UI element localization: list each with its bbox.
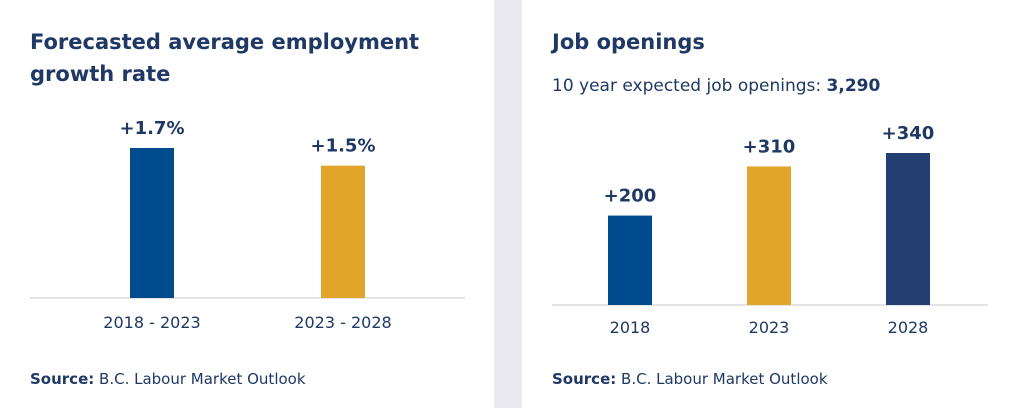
source-text: B.C. Labour Market Outlook	[99, 370, 306, 388]
source-label: Source:	[552, 370, 617, 388]
bar	[321, 165, 365, 298]
x-tick-label: 2023	[749, 318, 790, 337]
source: Source: B.C. Labour Market Outlook	[30, 370, 306, 388]
source-label: Source:	[30, 370, 95, 388]
value-label: +200	[604, 186, 657, 207]
value-label: +340	[882, 123, 935, 144]
bar	[608, 215, 652, 305]
chart-title: Job openings	[552, 30, 705, 54]
subtitle: 10 year expected job openings: 3,290	[552, 76, 880, 96]
source-text: B.C. Labour Market Outlook	[621, 370, 828, 388]
bar	[886, 153, 930, 305]
x-tick-label: 2028	[888, 318, 929, 337]
value-label: +310	[743, 136, 796, 157]
bar	[747, 166, 791, 305]
subtitle-text: 10 year expected job openings:	[552, 76, 822, 96]
x-tick-label: 2023 - 2028	[294, 313, 391, 332]
bar	[130, 148, 174, 298]
chart-title: Forecasted average employment growth rat…	[30, 30, 420, 86]
source: Source: B.C. Labour Market Outlook	[552, 370, 828, 388]
value-label: +1.7%	[119, 118, 184, 139]
x-tick-label: 2018 - 2023	[103, 313, 200, 332]
x-tick-label: 2018	[610, 318, 651, 337]
panel-divider	[494, 0, 522, 408]
value-label: +1.5%	[310, 136, 375, 157]
subtitle-value: 3,290	[826, 76, 881, 96]
